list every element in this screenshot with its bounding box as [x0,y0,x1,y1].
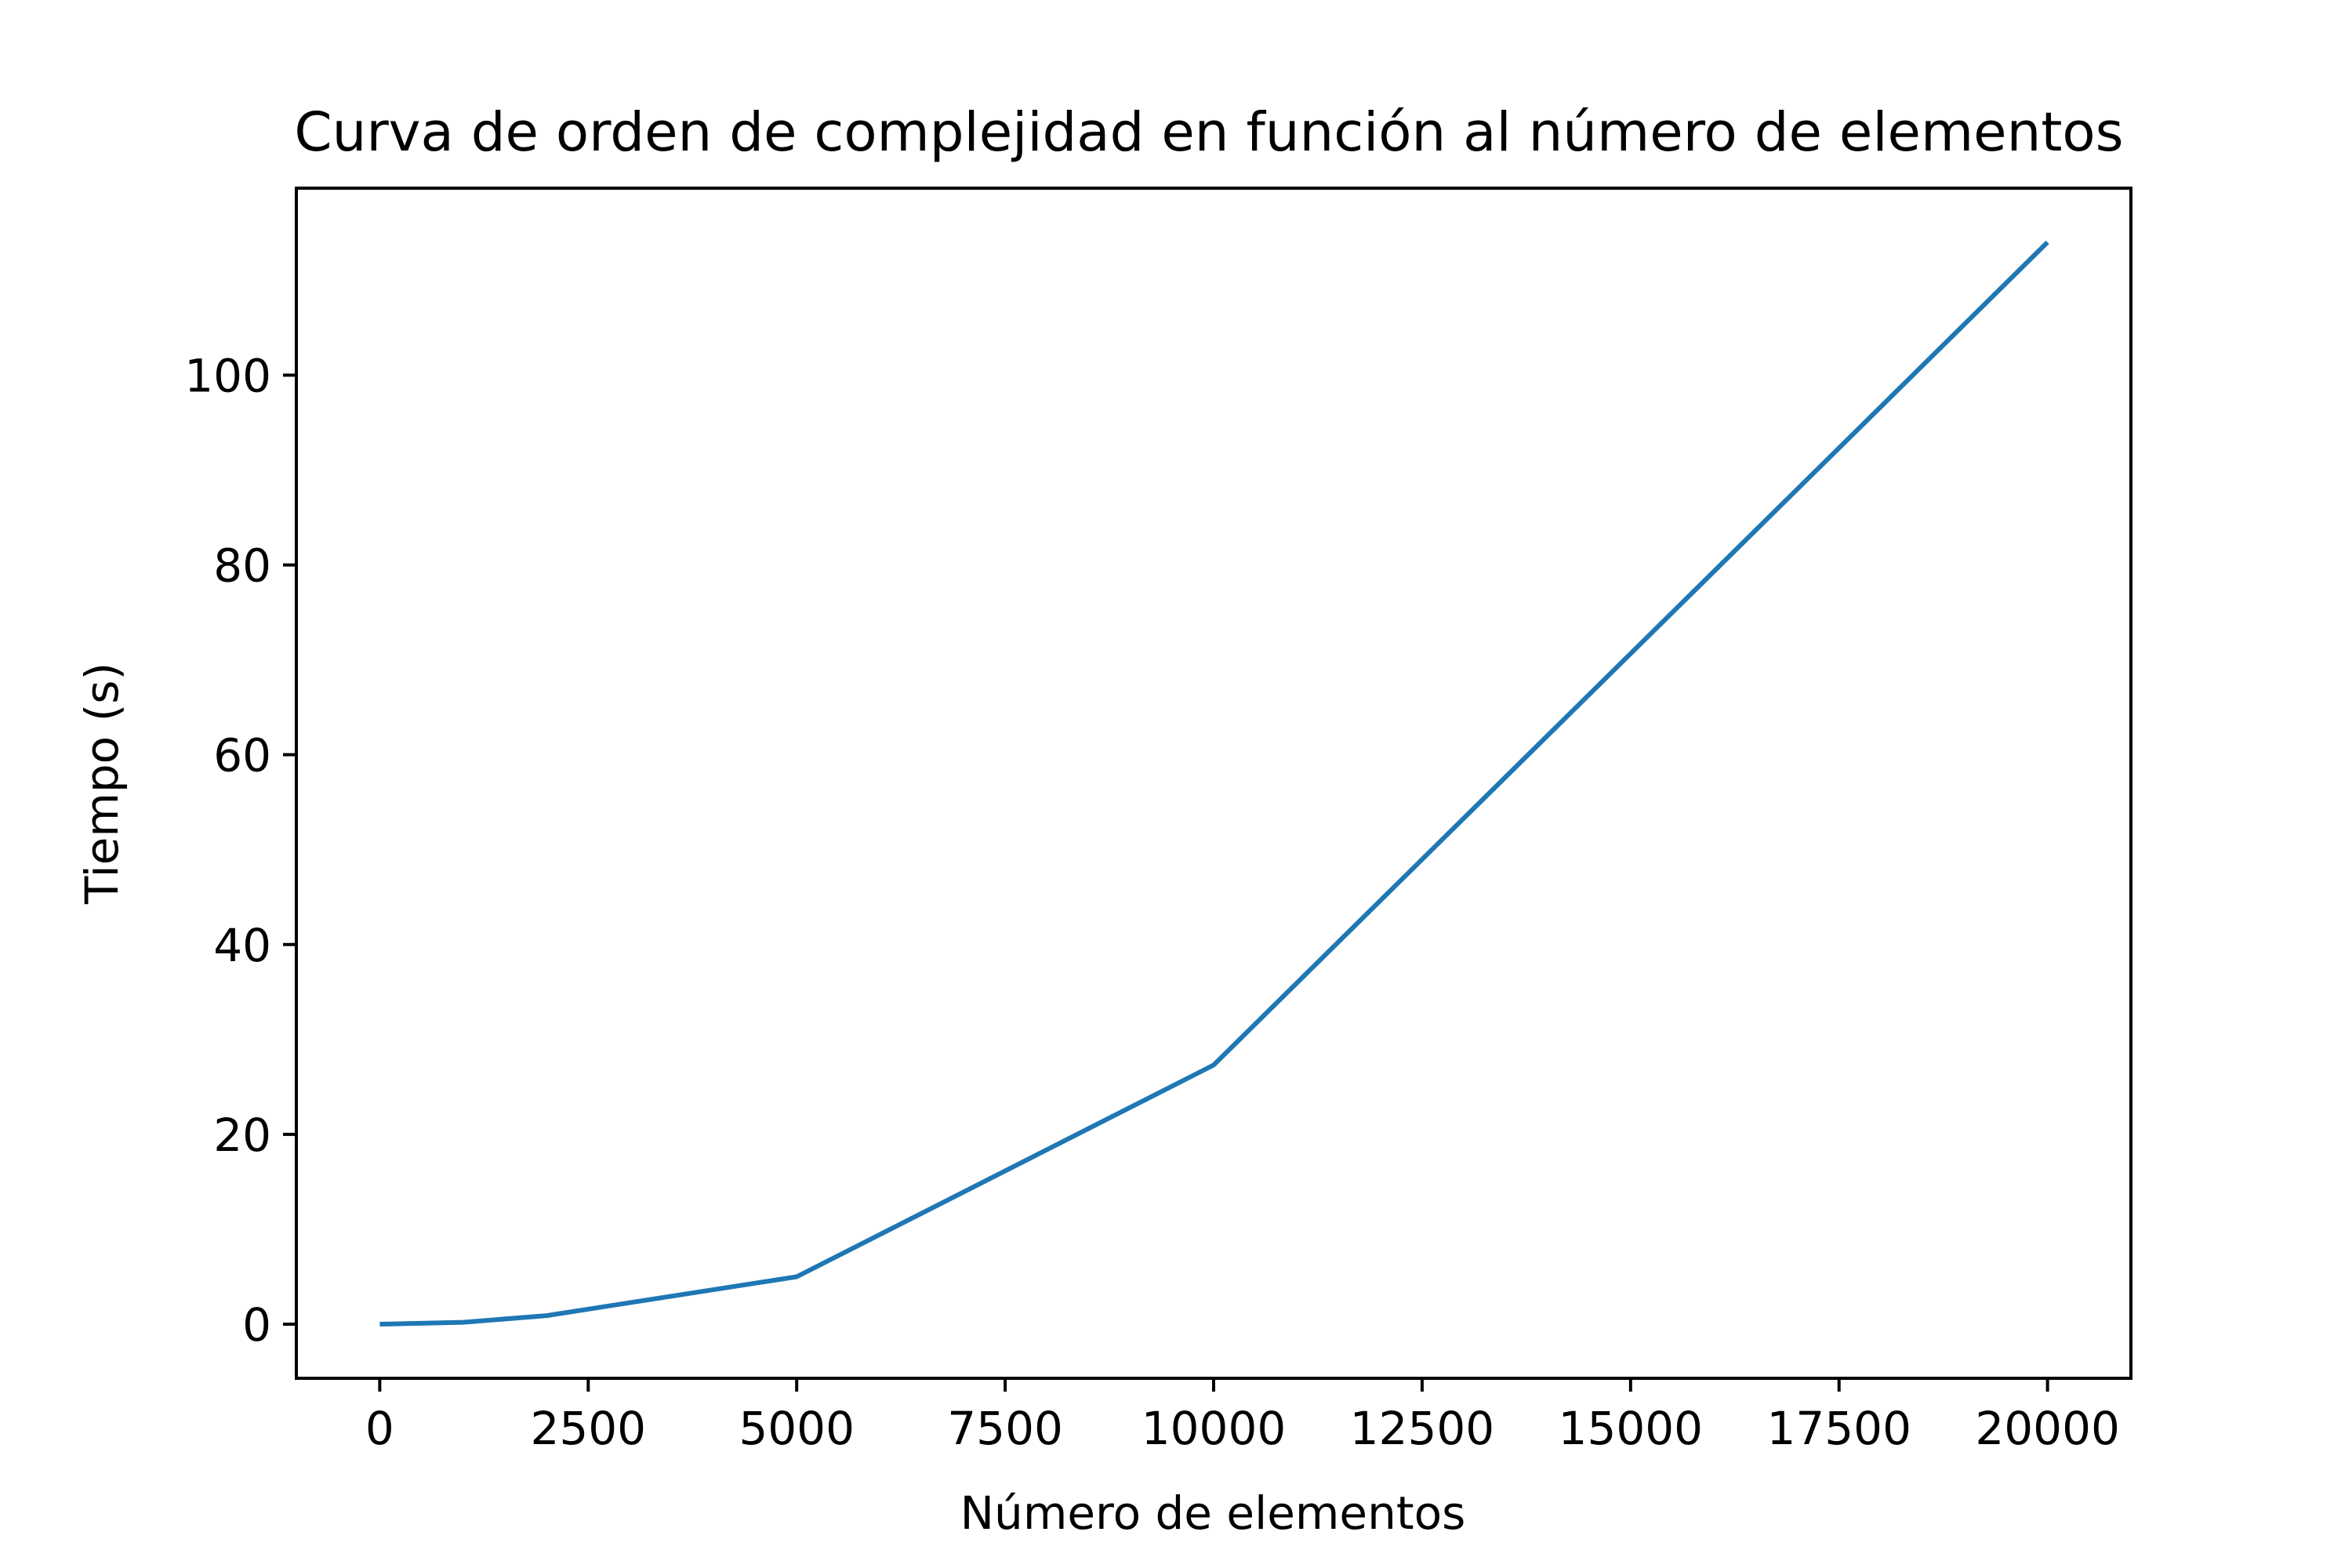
x-tick-label: 0 [365,1402,394,1455]
x-tick-label: 12500 [1350,1402,1495,1455]
series-line-0 [379,240,2049,1327]
y-axis-ticks: 0 20 40 60 80 100 [184,349,296,1352]
chart-title: Curva de orden de complejidad en función… [294,101,2123,164]
plot-area-frame [295,187,2132,1380]
x-tick-label: 2500 [530,1402,646,1455]
y-tick-label: 100 [184,349,271,402]
series-layer [379,240,2049,1327]
x-tick-label: 20000 [1975,1402,2120,1455]
y-tick-label: 40 [213,919,271,972]
x-axis-label: Número de elementos [960,1486,1466,1540]
y-tick-label: 0 [242,1298,271,1352]
x-tick-label: 15000 [1559,1402,1704,1455]
x-tick-label: 5000 [739,1402,855,1455]
x-tick-label: 10000 [1142,1402,1287,1455]
y-tick-label: 80 [213,539,271,593]
x-tick-label: 17500 [1766,1402,1911,1455]
y-axis-label: Tiempo (s) [75,662,129,905]
y-tick-label: 60 [213,729,271,782]
x-tick-label: 7500 [947,1402,1063,1455]
x-axis-ticks: 0 2500 5000 7500 10000 12500 15000 17500 20000 [365,1378,2120,1455]
y-tick-label: 20 [213,1109,271,1162]
